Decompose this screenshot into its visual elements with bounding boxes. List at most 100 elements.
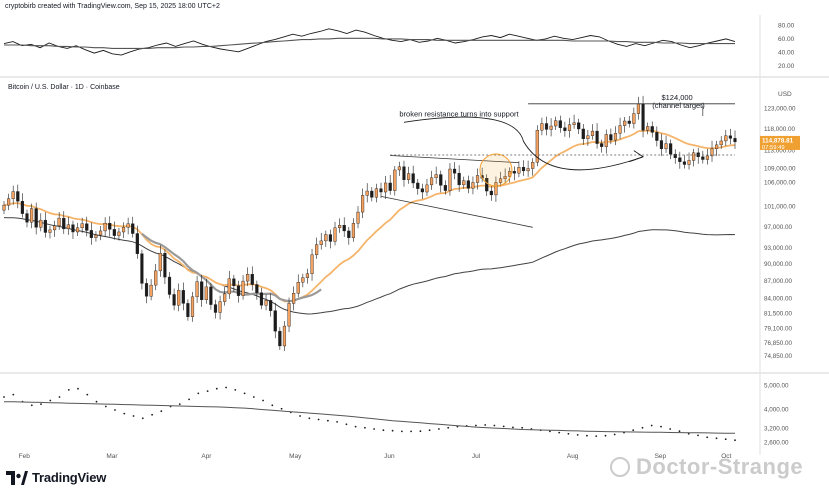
volume-dot	[225, 386, 228, 389]
candle-body	[62, 217, 66, 230]
candle-body	[108, 222, 112, 230]
volume-dot	[364, 426, 366, 429]
wedge-lower-line	[380, 195, 533, 228]
candle-body	[425, 184, 429, 193]
candle-body	[232, 278, 236, 286]
watermark-text: Doctor-Strange	[636, 454, 804, 479]
volume-dot	[706, 436, 709, 439]
candle-body	[554, 120, 558, 127]
oscillator-tick-label: 60.00	[778, 36, 795, 43]
candle-body	[521, 167, 526, 172]
candle-body	[489, 190, 493, 196]
candle-body	[246, 274, 250, 282]
candle-body	[7, 198, 11, 206]
candle-body	[563, 127, 567, 131]
volume-dot	[373, 428, 375, 430]
candle-body	[434, 174, 438, 179]
volume-dot	[715, 437, 718, 440]
volume-dot	[86, 393, 89, 396]
volume-dot	[188, 398, 191, 401]
volume-dot	[12, 393, 15, 396]
volume-dot	[3, 396, 5, 398]
candle-body	[572, 122, 576, 125]
candle-body	[89, 230, 93, 238]
arrow-head	[629, 150, 645, 163]
x-tick-label: Aug	[567, 453, 579, 460]
candle-body	[581, 128, 585, 140]
volume-dot	[475, 424, 477, 427]
candle-body	[443, 185, 447, 191]
price-tick-label: 101,000.00	[764, 204, 796, 211]
volume-group	[3, 386, 736, 442]
candle-body	[296, 282, 300, 294]
x-tick-label: Jun	[384, 453, 395, 460]
candle-body	[604, 134, 608, 147]
candle-body	[609, 134, 613, 141]
candle-body	[370, 190, 374, 198]
volume-dot	[512, 426, 514, 429]
candle-body	[39, 219, 43, 228]
candle-body	[388, 182, 392, 191]
candle-body	[324, 234, 328, 242]
volume-dot	[669, 428, 672, 430]
annotation-target-price: $124,000	[661, 93, 692, 102]
volume-dot	[678, 430, 681, 433]
candle-body	[351, 222, 355, 238]
volume-dot	[382, 429, 385, 432]
candle-body	[669, 143, 673, 155]
volume-dot	[650, 424, 653, 427]
candle-body	[361, 195, 365, 213]
wedge-upper-line	[390, 155, 519, 164]
volume-dot	[30, 404, 33, 407]
volume-dot	[697, 434, 699, 437]
oscillator-panel-bg	[0, 15, 760, 75]
candle-body	[512, 171, 516, 174]
price-tick-label: 74,850.00	[764, 353, 793, 360]
candle-body	[498, 178, 503, 183]
candle-body	[664, 143, 668, 150]
volume-dot	[327, 419, 329, 422]
volume-tick-label: 4,000.00	[764, 406, 789, 413]
candle-body	[494, 182, 498, 196]
tradingview-logo-icon	[6, 470, 28, 485]
price-tick-label: 79,100.00	[764, 325, 793, 332]
candle-body	[2, 204, 6, 211]
volume-dot	[558, 431, 561, 434]
watermark: Doctor-Strange	[610, 454, 803, 480]
volume-dot	[132, 415, 135, 417]
candle-body	[200, 281, 204, 301]
volume-dot	[243, 392, 246, 395]
tradingview-logo[interactable]: TradingView	[6, 470, 106, 485]
candle-body	[733, 138, 737, 143]
x-tick-label: Mar	[106, 453, 118, 460]
candle-body	[613, 133, 618, 141]
candle-body	[678, 157, 682, 162]
candle-body	[218, 301, 222, 313]
watermark-icon	[610, 457, 630, 477]
volume-dot	[604, 434, 607, 437]
volume-dot	[252, 396, 255, 398]
volume-dot	[419, 430, 422, 433]
axes-group: 80.00 60.00 40.00 20.00 123,000.00 118,000.00…	[19, 22, 800, 460]
candle-body	[319, 240, 323, 245]
x-tick-label: Oct	[721, 453, 731, 460]
candle-body	[526, 168, 530, 172]
volume-dot	[586, 434, 588, 437]
candle-body	[682, 161, 687, 165]
candle-body	[204, 286, 208, 301]
candle-body	[250, 274, 254, 285]
oscillator-line	[3, 28, 736, 56]
candle-body	[85, 223, 89, 231]
candle-body	[728, 135, 732, 139]
price-axis-label: USD	[778, 91, 792, 98]
volume-dot	[724, 438, 727, 441]
candle-body	[406, 173, 411, 180]
candle-body	[356, 211, 360, 224]
volume-dot	[613, 433, 616, 436]
candle-body	[531, 162, 535, 169]
candle-body	[659, 140, 664, 150]
volume-dot	[77, 387, 79, 390]
candle-body	[379, 188, 383, 193]
price-tick-label: 81,500.00	[764, 311, 793, 318]
candle-body	[374, 188, 378, 198]
